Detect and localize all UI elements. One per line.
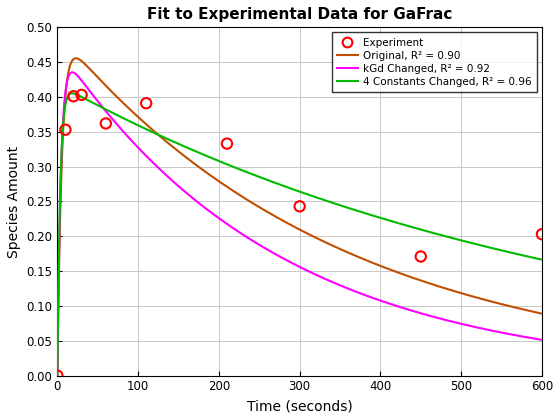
- Point: [101, 120, 110, 127]
- Legend: Experiment, Original, R² = 0.90, kGd Changed, R² = 0.92, 4 Constants Changed, R²: Experiment, Original, R² = 0.90, kGd Cha…: [332, 32, 536, 92]
- Point: [53, 372, 62, 379]
- Y-axis label: Species Amount: Species Amount: [7, 145, 21, 257]
- Point: [295, 203, 304, 210]
- Point: [77, 92, 86, 98]
- Title: Fit to Experimental Data for GaFrac: Fit to Experimental Data for GaFrac: [147, 7, 452, 22]
- Point: [69, 93, 78, 100]
- Point: [61, 126, 70, 133]
- X-axis label: Time (seconds): Time (seconds): [247, 399, 353, 413]
- Point: [538, 231, 547, 238]
- Point: [222, 140, 231, 147]
- Point: [142, 100, 151, 107]
- Point: [416, 253, 425, 260]
